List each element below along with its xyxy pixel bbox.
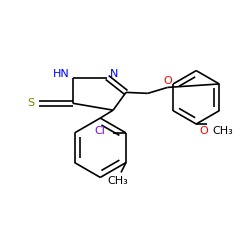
Text: Cl: Cl [95, 126, 106, 136]
Text: O: O [200, 126, 208, 136]
Text: N: N [110, 68, 118, 78]
Text: CH₃: CH₃ [108, 176, 128, 186]
Text: CH₃: CH₃ [212, 126, 233, 136]
Text: O: O [163, 76, 172, 86]
Text: S: S [28, 98, 34, 108]
Text: HN: HN [53, 68, 70, 78]
